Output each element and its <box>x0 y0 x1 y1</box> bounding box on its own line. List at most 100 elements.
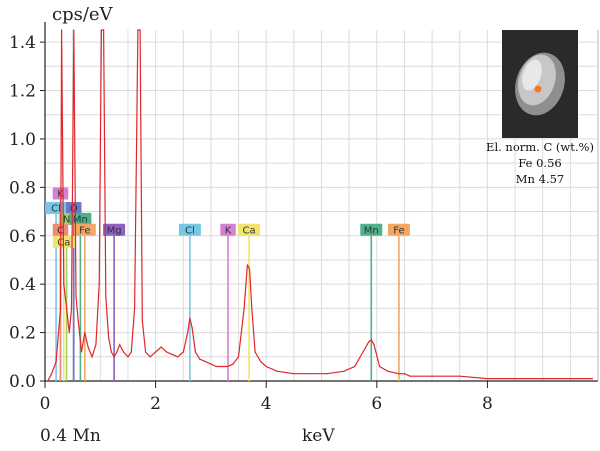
spectrum-point <box>249 269 251 271</box>
spectrum-point <box>100 29 103 31</box>
sample-thumbnail <box>502 30 578 138</box>
spectrum-point <box>107 336 110 339</box>
tick-labels: 0 2 4 6 8 0.0 0.2 0.4 0.6 0.8 1.0 1.2 1.4 <box>9 33 493 414</box>
spectrum-point <box>133 307 136 309</box>
spectrum-point <box>84 331 86 334</box>
x-tick-label: 2 <box>150 394 161 414</box>
spectrum-point <box>127 356 129 358</box>
spectrum-point <box>70 307 73 309</box>
spectrum-point <box>47 380 49 382</box>
spectrum-point <box>194 351 197 353</box>
spectrum-point <box>276 370 278 372</box>
spectrum-point <box>387 370 389 372</box>
measurement-point-marker <box>534 85 542 93</box>
spectrum-point <box>149 356 151 358</box>
spectrum-point <box>199 358 201 360</box>
spectrum-point <box>98 283 100 285</box>
spectrum-series <box>47 29 594 382</box>
x-tick-label: 4 <box>261 394 272 414</box>
spectrum-point <box>110 351 112 353</box>
spectrum-point <box>177 356 179 358</box>
spectrum-point <box>182 351 184 353</box>
spectrum-point <box>232 363 234 365</box>
element-marker-label: N <box>63 214 70 225</box>
spectrum-point <box>91 356 93 358</box>
element-marker-box <box>238 223 261 236</box>
spectrum-point <box>409 375 411 377</box>
inset-caption-line: El. norm. C (wt.%) <box>486 140 594 154</box>
spectrum-point <box>155 351 157 353</box>
inset-caption: El. norm. C (wt.%) Fe 0.56 Mn 4.57 <box>484 139 596 187</box>
inset-caption-line: Fe 0.56 <box>518 156 562 170</box>
y-tick-label: 0.4 <box>9 275 36 295</box>
spectrum-point <box>542 377 544 380</box>
element-marker-box <box>178 223 201 236</box>
spectrum-point <box>145 351 147 353</box>
spectrum-point <box>160 346 162 348</box>
axes <box>40 22 599 388</box>
element-marker-box <box>360 223 383 236</box>
spectrum-point <box>260 361 262 363</box>
spectrum-point <box>251 307 253 309</box>
spectrum-point <box>403 373 406 375</box>
spectrum-point <box>293 373 295 375</box>
spectrum-point <box>215 365 218 368</box>
x-tick-label: 6 <box>371 394 382 414</box>
spectrum-point <box>113 356 115 358</box>
spectrum-point <box>204 361 206 363</box>
element-marker-label: Mn <box>73 214 88 225</box>
spectrum-point <box>189 317 191 319</box>
spectrum-point <box>243 307 245 309</box>
spectrum-point <box>191 327 193 329</box>
spectrum-point <box>398 373 400 375</box>
spectrum-point <box>486 377 488 380</box>
spectrum-point <box>59 307 62 309</box>
spectrum-point <box>77 319 79 322</box>
spectrum-point <box>119 344 121 346</box>
element-marker-label: Cl <box>185 225 195 236</box>
spectrum-point <box>116 351 118 353</box>
element-marker-label: Fe <box>79 225 90 236</box>
spectrum-point <box>105 295 107 297</box>
element-marker-box <box>45 201 68 214</box>
spectrum-point <box>370 339 372 341</box>
spectrum-point <box>309 373 312 375</box>
spectrum-point <box>80 351 83 353</box>
element-marker-box <box>66 201 82 214</box>
x-tick-label: 0 <box>40 394 51 414</box>
spectrum-point <box>122 351 125 353</box>
spectrum-point <box>226 365 229 368</box>
spectrum-point <box>73 29 75 31</box>
gridlines <box>45 30 598 381</box>
element-marker-box <box>103 223 126 236</box>
element-marker-box <box>220 223 236 236</box>
spectrum-point <box>137 29 139 31</box>
spectrum-point <box>141 319 143 322</box>
spectrum-point <box>210 363 212 365</box>
y-axis-label: cps/eV <box>52 4 113 25</box>
spectrum-point <box>68 331 70 334</box>
spectrum-point <box>459 375 461 377</box>
inset-caption-line: Mn 4.57 <box>515 172 565 186</box>
spectrum-point <box>130 351 132 353</box>
spectrum-point <box>569 377 571 380</box>
spectrum-point <box>237 356 240 358</box>
element-marker-label: K <box>225 225 232 236</box>
spectrum-point <box>326 373 328 375</box>
spectrum-point <box>103 29 105 31</box>
spectrum-line <box>47 29 593 381</box>
y-tick-label: 0.0 <box>9 372 36 392</box>
x-tick-label: 8 <box>482 394 493 414</box>
spectrum-point <box>514 377 516 380</box>
element-marker-label: Fe <box>393 225 404 236</box>
spectrum-point <box>139 29 141 31</box>
spectrum-point <box>254 351 256 353</box>
spectrum-point <box>431 375 433 377</box>
spectrum-point <box>343 370 345 372</box>
y-tick-label: 1.2 <box>9 82 36 102</box>
y-tick-label: 0.8 <box>9 178 36 198</box>
y-tick-label: 1.4 <box>9 33 36 53</box>
spectrum-point <box>95 344 97 346</box>
spectrum-point <box>373 344 375 346</box>
